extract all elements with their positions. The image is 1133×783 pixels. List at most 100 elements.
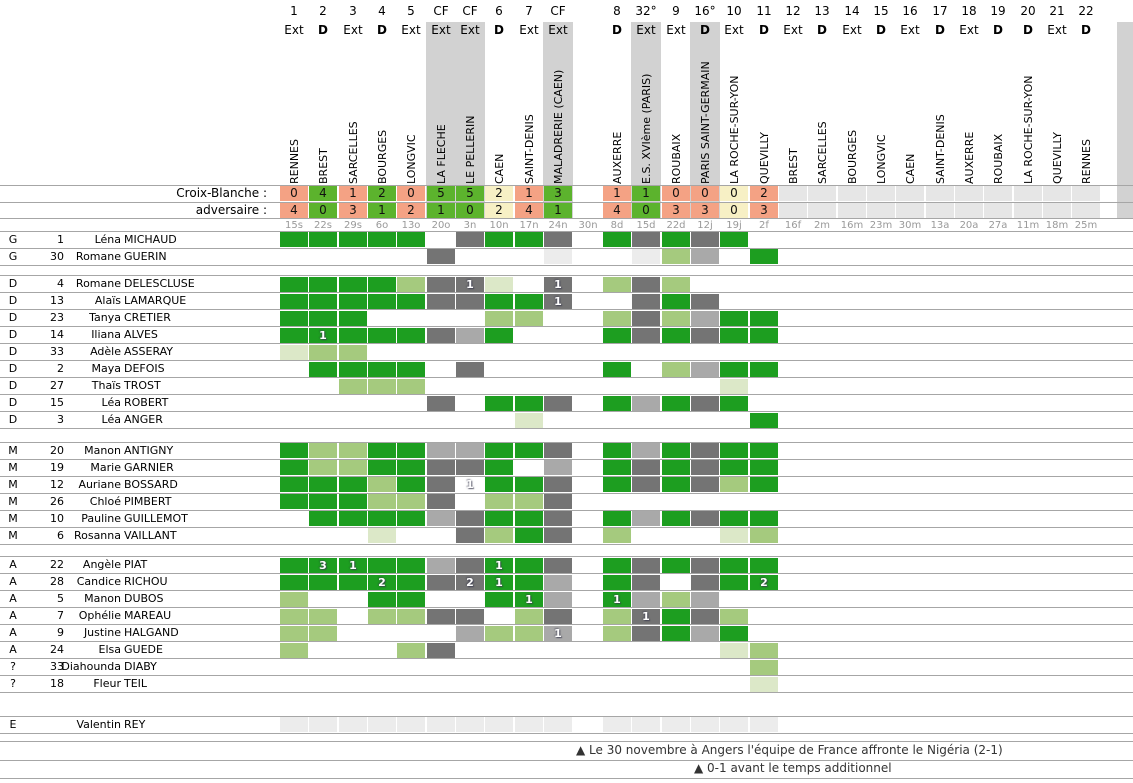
position-label: G [8, 249, 18, 263]
match-cell [397, 361, 425, 377]
match-cell [720, 557, 748, 573]
position-label: M [8, 494, 18, 508]
venue-label: D [318, 23, 328, 37]
jersey-number: 28 [50, 575, 64, 588]
row-divider [0, 441, 1133, 443]
match-number: 11 [756, 4, 772, 18]
match-cell [339, 443, 367, 459]
row-divider [0, 624, 1133, 625]
jersey-number: 19 [50, 460, 64, 474]
match-cell [603, 528, 631, 544]
match-cell [515, 477, 543, 493]
match-cell [485, 591, 513, 607]
position-label: D [8, 362, 18, 376]
opponent-label: RENNES [1080, 139, 1093, 184]
first-name: Fleur [93, 677, 121, 690]
venue-label: D [700, 23, 710, 37]
match-cell [515, 412, 543, 428]
score-cell-home [779, 186, 807, 201]
match-cell [720, 511, 748, 527]
match-cell [368, 528, 396, 544]
match-cell [720, 232, 748, 247]
match-cell [309, 293, 337, 309]
date-label: 23m [869, 219, 893, 231]
date-label: 18m [1045, 219, 1069, 231]
match-cell [456, 557, 484, 573]
jersey-number: 4 [57, 277, 64, 291]
opponent-label: BREST [317, 148, 330, 184]
position-label: ? [10, 660, 16, 673]
match-number: 12 [785, 4, 801, 18]
score-cell-away: 0 [309, 202, 337, 218]
score-cell-away: 4 [280, 202, 308, 218]
match-cell [456, 232, 484, 247]
match-cell [427, 642, 455, 658]
match-cell [515, 625, 543, 641]
match-cell [720, 395, 748, 411]
match-cell [280, 591, 308, 607]
row-divider [0, 526, 1133, 528]
jersey-number: 5 [57, 592, 64, 605]
match-cell [632, 293, 660, 309]
venue-label: Ext [343, 23, 363, 37]
last-name: ROBERT [124, 396, 169, 410]
match-cell [515, 443, 543, 459]
match-number: 13 [814, 4, 830, 18]
match-number: 18 [961, 4, 977, 18]
match-cell [397, 608, 425, 624]
match-cell [662, 717, 690, 732]
match-cell [456, 717, 484, 732]
score-cell-away: 3 [662, 202, 690, 218]
row-divider [0, 343, 1133, 345]
jersey-number: 9 [57, 626, 64, 639]
row-divider [0, 326, 1133, 328]
match-cell [691, 327, 719, 343]
match-cell [309, 460, 337, 476]
opponent-label: RENNES [288, 139, 301, 184]
match-cell [720, 625, 748, 641]
row-divider [0, 475, 1133, 477]
match-cell [691, 608, 719, 624]
score-cell-away [984, 202, 1012, 218]
venue-label: D [1081, 23, 1091, 37]
match-cell [750, 477, 778, 493]
match-cell [368, 608, 396, 624]
match-cell [309, 511, 337, 527]
match-cell [309, 625, 337, 641]
match-cell [691, 511, 719, 527]
date-label: 29s [344, 219, 362, 231]
match-cell [485, 276, 513, 292]
match-cell [485, 511, 513, 527]
score-cell-away [1014, 202, 1042, 218]
match-cell [427, 395, 455, 411]
jersey-number: 14 [50, 328, 64, 342]
match-cell [662, 327, 690, 343]
match-cell goal-count: 1 [515, 591, 543, 607]
match-cell [397, 232, 425, 247]
row-divider [0, 411, 1133, 413]
match-cell [309, 494, 337, 510]
opponent-label: AUXERRE [963, 131, 976, 184]
match-cell [515, 494, 543, 510]
row-divider [0, 692, 1133, 693]
match-cell [662, 310, 690, 326]
jersey-number: 33 [50, 660, 64, 673]
match-cell goal-count: 1 [544, 625, 572, 641]
last-name: GUERIN [124, 249, 167, 263]
row-divider [0, 492, 1133, 494]
date-label: 2f [759, 219, 769, 231]
position-label: D [8, 413, 18, 427]
match-cell [339, 293, 367, 309]
match-cell [427, 494, 455, 510]
match-cell [750, 528, 778, 544]
position-label: D [8, 379, 18, 393]
last-name: PIMBERT [124, 494, 172, 508]
row-divider [0, 360, 1133, 362]
date-label: 3n [463, 219, 477, 231]
match-number: 1 [290, 4, 298, 18]
date-label: 2m [813, 219, 831, 231]
match-cell [368, 511, 396, 527]
score-cell-away [955, 202, 983, 218]
last-name: ASSERAY [124, 345, 174, 359]
row-divider [0, 675, 1133, 676]
